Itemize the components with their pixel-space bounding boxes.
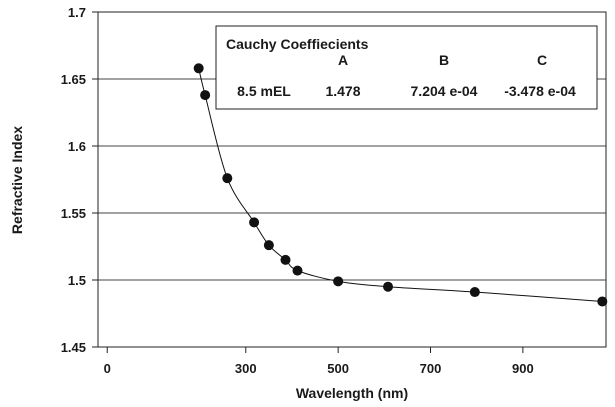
data-point [292, 265, 303, 276]
x-tick-label: 300 [235, 361, 257, 376]
y-tick-label: 1.6 [68, 139, 86, 154]
data-point [469, 287, 480, 298]
data-point [222, 173, 233, 184]
y-tick-label: 1.65 [61, 72, 86, 87]
tick-marks [92, 11, 524, 353]
legend-header-c: C [537, 52, 547, 68]
legend-value-a: 1.478 [325, 83, 360, 99]
data-point [200, 90, 211, 101]
legend-box: Cauchy Coeffiecients A B C 8.5 mEL 1.478… [215, 25, 598, 110]
y-axis-title: Refractive Index [9, 126, 25, 234]
legend-value-b: 7.204 e-04 [411, 83, 478, 99]
data-point [597, 296, 608, 307]
x-tick-label: 500 [327, 361, 349, 376]
data-point [193, 63, 204, 74]
legend-header-a: A [338, 52, 348, 68]
legend-sample-label: 8.5 mEL [237, 83, 291, 99]
data-point [280, 254, 291, 265]
x-axis-title: Wavelength (nm) [296, 385, 408, 401]
legend-header-b: B [439, 52, 449, 68]
data-points [193, 63, 608, 307]
data-point [263, 240, 274, 251]
y-tick-label: 1.5 [68, 273, 86, 288]
x-tick-labels: 0 300 500 700 900 [104, 361, 534, 376]
data-point [333, 276, 344, 287]
y-tick-label: 1.55 [61, 206, 86, 221]
data-point [383, 281, 394, 292]
x-tick-label: 900 [512, 361, 534, 376]
x-tick-label: 700 [420, 361, 442, 376]
y-tick-label: 1.7 [68, 5, 86, 20]
legend-value-c: -3.478 e-04 [504, 83, 576, 99]
legend-title: Cauchy Coeffiecients [226, 36, 369, 52]
y-tick-label: 1.45 [61, 340, 86, 355]
y-tick-labels: 1.45 1.5 1.55 1.6 1.65 1.7 [61, 5, 86, 355]
data-point [249, 217, 260, 228]
plot-area [97, 11, 607, 348]
x-tick-label: 0 [104, 361, 111, 376]
